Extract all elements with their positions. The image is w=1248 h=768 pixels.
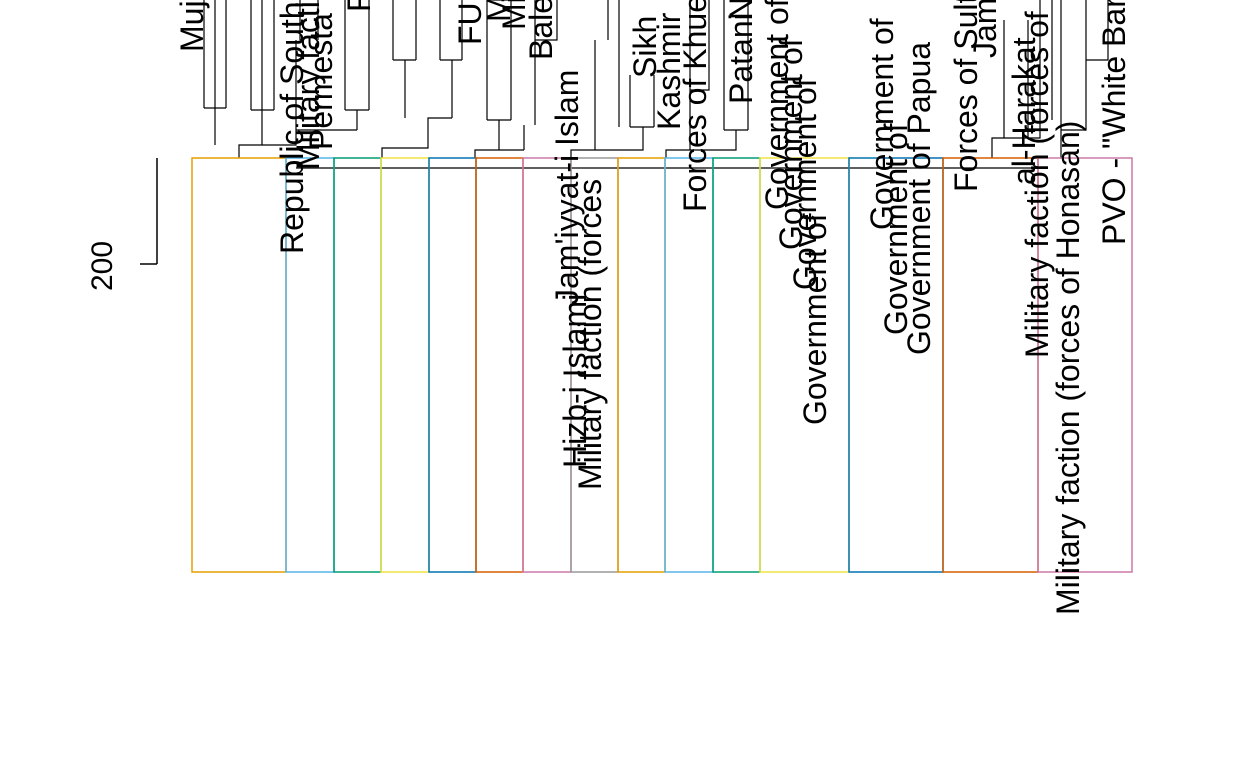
leaf-label: Jamaa [967, 0, 1003, 58]
leaf-label: Patani [723, 13, 759, 104]
cluster-rect [617, 157, 666, 573]
leaf-label: Republic of South [274, 1, 310, 254]
cluster-rect [333, 157, 382, 573]
leaf-label: Muj [174, 0, 210, 52]
leaf-label: Jam'iyyat-i Islam [549, 70, 585, 305]
leaf-label: F [341, 0, 377, 12]
leaf-label: PVO - "White Band" [1096, 0, 1132, 245]
leaf-label: Bale [523, 0, 559, 60]
cluster-rect [712, 157, 761, 573]
leaf-label: N [723, 0, 759, 20]
leaf-label: Government of Papua [901, 42, 937, 355]
cluster-rect [1037, 157, 1133, 573]
cluster-rect [191, 157, 287, 573]
cluster-rect [664, 157, 714, 573]
leaf-label: Military faction (forces [572, 179, 608, 490]
leaf-label: Mi [496, 0, 532, 30]
leaf-label: Military faction (forces of Honasan) [1050, 121, 1086, 615]
leaf-label: Government of [878, 123, 914, 335]
leaf-label: Kashmir [651, 12, 687, 130]
cluster-rectangles [191, 157, 1133, 573]
leaf-label: Government of [759, 0, 795, 210]
dendrogram-branches [203, 0, 1109, 158]
leaf-labels: Muj Republic of South Military faction P… [174, 0, 1132, 615]
leaf-label: Forces of Sultan [948, 0, 984, 192]
cluster-rect [428, 157, 477, 573]
leaf-label: Government of [773, 38, 809, 250]
leaf-label: Hizb-i Islami [557, 294, 593, 468]
leaf-label: Permesta [303, 13, 339, 150]
cluster-rect [380, 157, 430, 573]
leaf-label: Government of [787, 78, 823, 290]
cluster-rect [475, 157, 524, 573]
leaf-label: Government of [797, 213, 833, 425]
leaf-label: al-Harakat [1006, 37, 1042, 185]
leaf-label: M [481, 0, 517, 22]
leaf-label: Military faction (forces of Honasan) [1019, 0, 1055, 358]
leaf-label: Government of [864, 18, 900, 230]
leaf-label: FU [452, 2, 488, 45]
leaf-label: Military faction [290, 0, 326, 170]
leaf-label: Forces of Khue [677, 0, 713, 212]
leaf-label: Sikh [627, 16, 663, 78]
y-axis-tick-label: 200 [86, 241, 119, 291]
